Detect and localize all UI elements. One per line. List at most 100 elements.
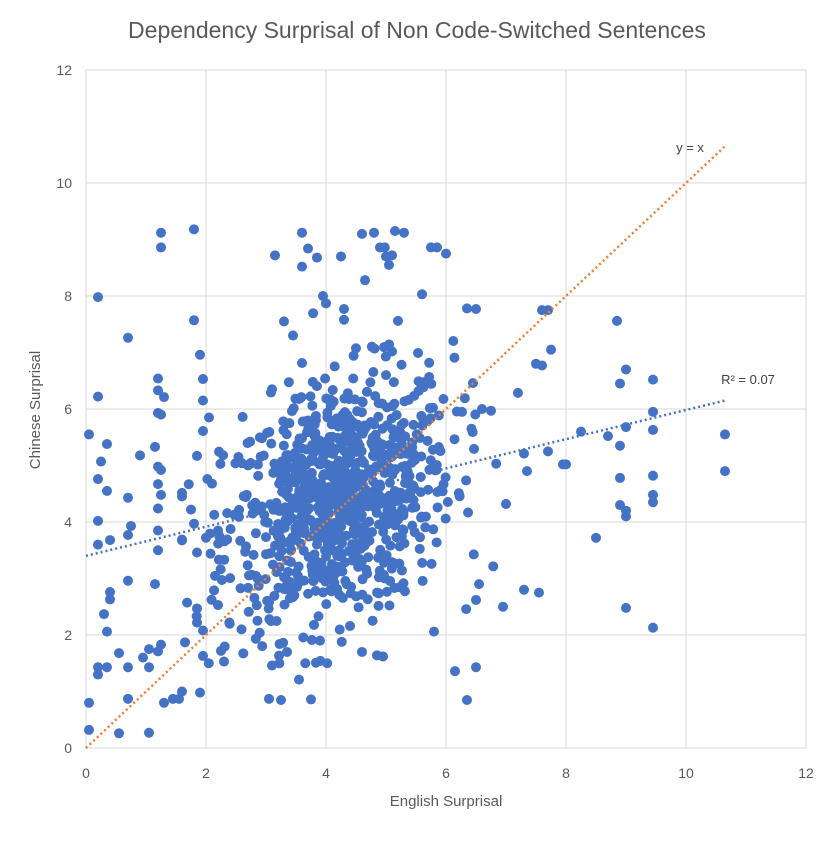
scatter-point [294,433,305,444]
scatter-point [182,597,193,608]
scatter-point [361,564,372,575]
scatter-point [387,400,398,411]
scatter-point [367,615,378,626]
scatter-point [123,662,133,673]
scatter-point [438,394,449,405]
scatter-point [123,693,133,704]
scatter-point [338,414,349,425]
scatter-point [399,396,410,407]
x-tick-label: 4 [322,765,330,781]
scatter-point [283,377,294,388]
y-tick-label: 6 [64,401,72,417]
scatter-point [247,508,258,519]
scatter-point [356,455,367,466]
scatter-point [348,373,359,384]
scatter-point [278,425,289,436]
scatter-point [267,559,278,570]
scatter-point [449,352,460,363]
scatter-point [340,422,351,433]
scatter-point [159,392,169,403]
scatter-point [312,493,323,504]
scatter-point [198,650,208,661]
scatter-point [369,227,379,238]
scatter-point [354,554,365,565]
scatter-point [241,489,252,500]
scatter-point [192,547,202,558]
scatter-point [278,637,289,648]
scatter-point [417,289,427,300]
identity-line [85,145,726,749]
scatter-point [399,463,410,474]
scatter-point [307,376,318,387]
reference-lines [85,145,726,749]
scatter-point [251,600,262,611]
scatter-point [389,488,400,499]
scatter-point [153,545,163,556]
scatter-point [326,528,337,539]
scatter-point [334,528,345,539]
scatter-point [432,502,443,513]
scatter-point [374,490,385,501]
y-tick-label: 4 [64,514,72,530]
scatter-point [214,446,225,457]
scatter-point [306,694,316,705]
scatter-point [308,308,319,319]
scatter-point [243,582,254,593]
scatter-point [295,457,306,468]
scatter-point [273,463,284,474]
scatter-point [309,549,320,560]
scatter-point [288,330,298,341]
scatter-point [343,394,354,405]
scatter-point [648,622,658,633]
scatter-point [336,512,347,523]
scatter-point [378,526,389,537]
trend-line-label: R² = 0.07 [721,372,775,387]
scatter-point [329,361,340,372]
scatter-point [400,431,411,442]
scatter-point [432,242,442,253]
scatter-point [420,522,431,533]
scatter-point [522,466,532,477]
scatter-point [105,587,115,598]
scatter-point [546,344,556,355]
scatter-point [153,479,163,490]
scatter-point [321,599,332,610]
scatter-point [398,506,409,517]
scatter-point [216,645,226,656]
scatter-point [417,575,428,586]
scatter-point [213,600,223,611]
scatter-point [316,557,327,568]
scatter-point [394,541,405,552]
scatter-point [336,636,347,647]
scatter-point [257,641,268,652]
scatter-point [384,477,395,488]
scatter-point [519,584,529,595]
scatter-point [105,535,115,546]
scatter-point [84,724,94,735]
scatter-point [268,504,279,515]
scatter-point [321,298,331,309]
scatter-point [437,486,448,497]
scatter-point [612,315,622,326]
scatter-point [343,546,354,557]
scatter-point [391,532,402,543]
scatter-point [264,614,275,625]
scatter-point [339,303,349,314]
scatter-point [180,637,190,648]
scatter-point [156,409,166,420]
scatter-point [205,548,216,559]
scatter-point [303,243,313,254]
scatter-point [393,315,403,326]
scatter-point [576,426,586,437]
scatter-point [389,426,400,437]
y-tick-label: 2 [64,627,72,643]
scatter-point [367,432,378,443]
scatter-point [274,538,285,549]
scatter-point [274,551,285,562]
scatter-point [150,441,160,452]
scatter-point [294,674,304,685]
scatter-point [415,471,426,482]
scatter-point [379,573,390,584]
scatter-point [615,378,625,389]
scatter-point [408,480,419,491]
